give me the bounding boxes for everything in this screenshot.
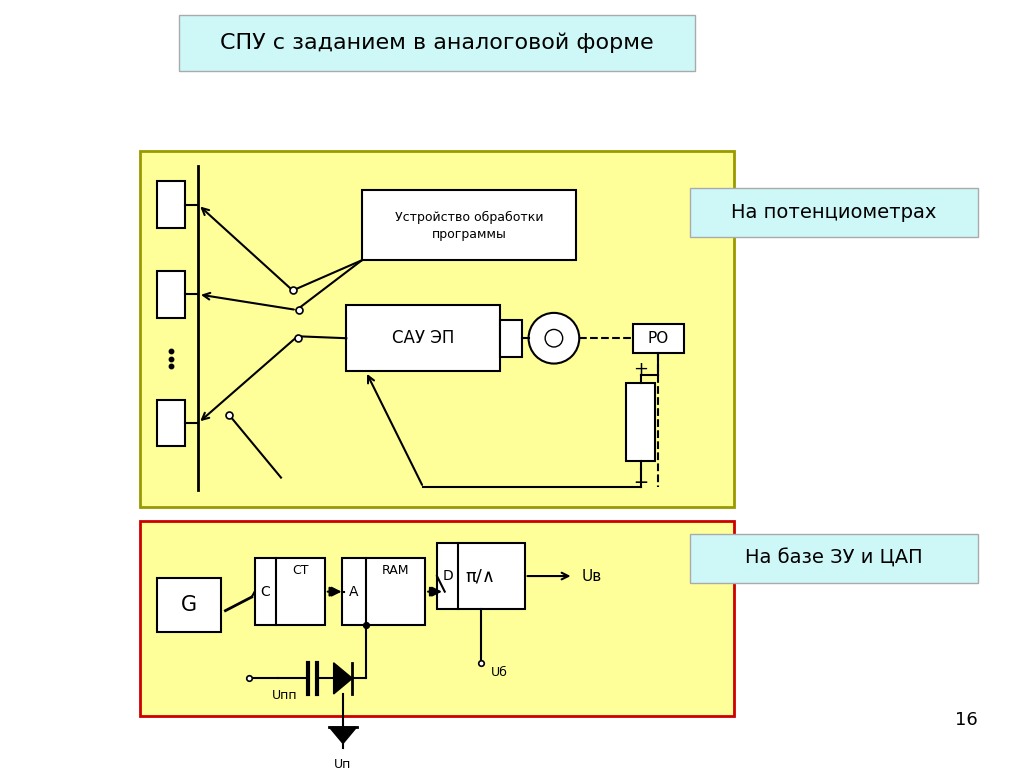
Text: π/∧: π/∧	[466, 567, 496, 585]
Text: САУ ЭП: САУ ЭП	[392, 329, 455, 347]
Text: На потенциометрах: На потенциометрах	[731, 203, 937, 222]
Bar	[255, 558, 325, 625]
Text: G: G	[181, 594, 197, 615]
Bar	[342, 558, 425, 625]
Bar	[158, 181, 184, 228]
Text: На базе ЗУ и ЦАП: На базе ЗУ и ЦАП	[745, 549, 923, 568]
Polygon shape	[334, 663, 352, 694]
Bar	[178, 15, 695, 71]
Text: СПУ с заданием в аналоговой форме: СПУ с заданием в аналоговой форме	[220, 32, 653, 53]
Bar	[139, 151, 734, 507]
Bar	[626, 383, 655, 461]
Text: A: A	[349, 584, 358, 598]
Text: Uб: Uб	[490, 666, 508, 679]
Text: RAM: RAM	[382, 564, 410, 577]
Text: D: D	[442, 569, 453, 583]
Text: CT: CT	[292, 564, 309, 577]
Text: Uв: Uв	[582, 568, 601, 584]
Bar	[501, 319, 522, 357]
Circle shape	[545, 329, 562, 347]
Bar	[633, 323, 684, 353]
Text: РО: РО	[647, 331, 669, 346]
Bar	[437, 543, 524, 609]
Text: Uп: Uп	[334, 759, 351, 768]
Bar	[690, 534, 978, 583]
Bar	[158, 399, 184, 446]
Bar	[158, 271, 184, 318]
Polygon shape	[330, 727, 356, 743]
Text: Uпп: Uпп	[272, 690, 298, 703]
Bar	[158, 578, 220, 631]
Text: _: _	[635, 463, 646, 483]
Text: +: +	[633, 360, 648, 379]
Text: программы: программы	[432, 228, 507, 241]
Text: C: C	[260, 584, 270, 598]
Bar	[139, 521, 734, 717]
Bar	[361, 190, 577, 260]
Text: Устройство обработки: Устройство обработки	[395, 211, 544, 224]
Text: 16: 16	[955, 711, 978, 729]
Circle shape	[528, 313, 580, 363]
Bar	[346, 305, 501, 372]
Bar	[690, 188, 978, 237]
